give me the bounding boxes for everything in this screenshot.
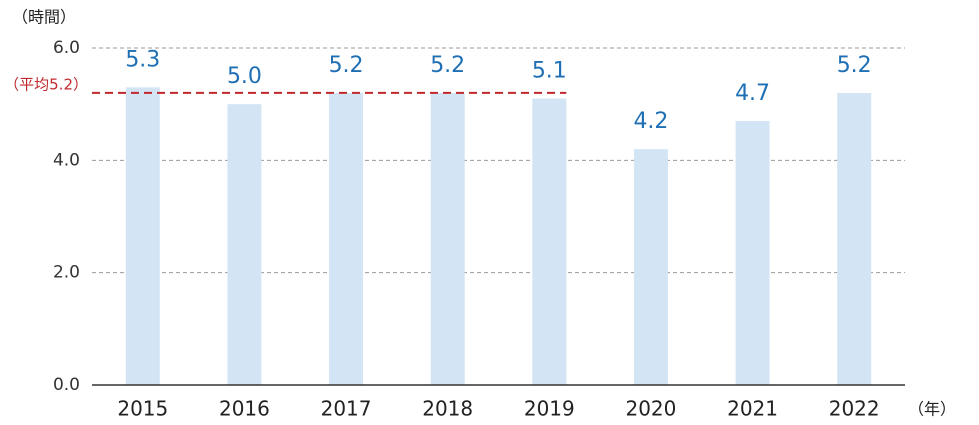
bar — [329, 92, 364, 385]
value-label: 5.3 — [125, 47, 160, 72]
bar — [430, 92, 465, 385]
x-tick-label: 2022 — [829, 397, 880, 421]
value-label: 5.1 — [532, 59, 567, 84]
value-label: 5.2 — [430, 53, 465, 78]
y-tick-label: 2.0 — [53, 263, 80, 283]
value-label: 4.2 — [633, 109, 668, 134]
x-tick-label: 2020 — [625, 397, 676, 421]
x-tick-label: 2019 — [524, 397, 575, 421]
bar — [532, 98, 567, 386]
x-tick-label: 2017 — [321, 397, 372, 421]
average-label: （平均5.2） — [4, 75, 88, 93]
bar — [633, 149, 668, 385]
value-label: 5.2 — [329, 53, 364, 78]
x-tick-label: 2018 — [422, 397, 473, 421]
x-unit: （年） — [908, 400, 956, 419]
y-tick-label: 6.0 — [53, 38, 80, 58]
x-tick-label: 2021 — [727, 397, 778, 421]
bar — [837, 92, 872, 385]
y-unit: （時間） — [12, 8, 76, 27]
y-tick-label: 4.0 — [53, 150, 80, 170]
x-tick-label: 2016 — [219, 397, 270, 421]
value-label: 5.2 — [837, 53, 872, 78]
bar — [125, 87, 160, 386]
y-tick-label: 0.0 — [53, 375, 80, 395]
bar — [735, 121, 770, 386]
value-label: 5.0 — [227, 64, 262, 89]
value-label: 4.7 — [735, 81, 770, 106]
x-tick-label: 2015 — [117, 397, 168, 421]
bar — [227, 104, 262, 386]
